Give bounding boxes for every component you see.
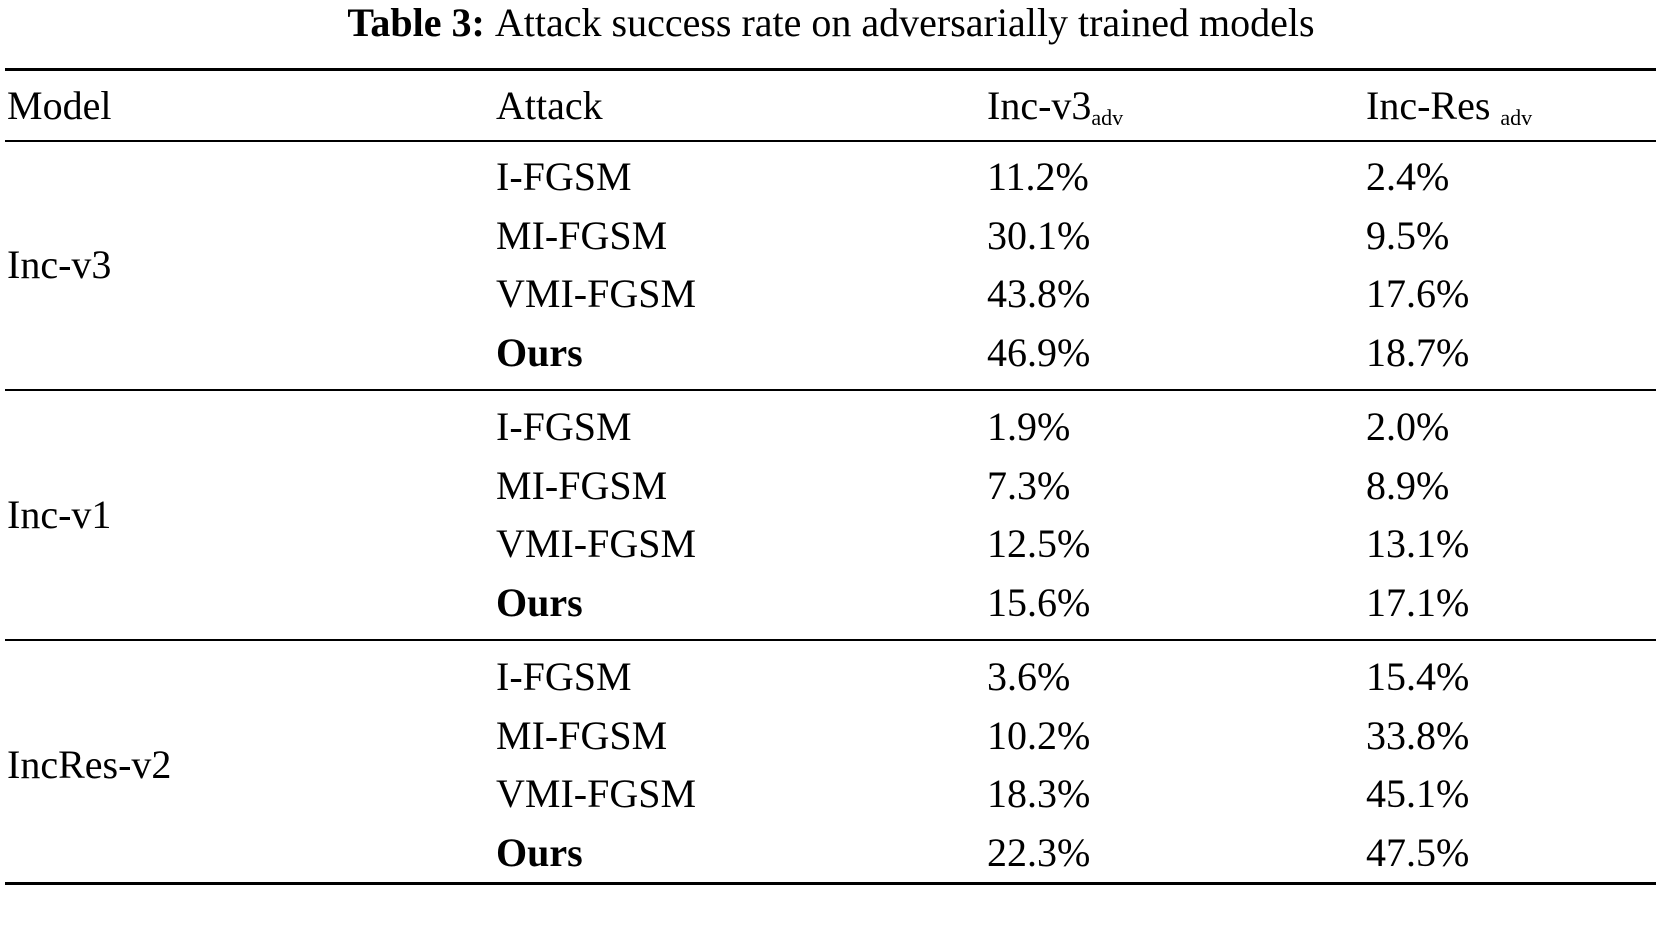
inc-v3-adv-cell: 18.3%: [987, 771, 1091, 816]
inc-v3-adv-cell: 1.9%: [987, 404, 1071, 449]
header-attack: Attack: [496, 83, 603, 128]
inc-v3-adv-cell: 22.3%: [987, 829, 1091, 875]
model-cell: Inc-v1: [7, 491, 112, 537]
table-caption: Table 3: Attack success rate on adversari…: [0, 0, 1662, 50]
attack-cell: VMI-FGSM: [496, 771, 697, 816]
inc-v3-adv-cell: 7.3%: [987, 462, 1071, 508]
header-inc-res-sub: adv: [1500, 105, 1533, 130]
header-model: Model: [7, 83, 112, 128]
header-inc-res-adv: Inc-Res adv: [1366, 82, 1532, 136]
header-inc-v3-adv: Inc-v3adv: [987, 82, 1123, 136]
header-inc-v3-sub: adv: [1091, 105, 1124, 130]
header-rule: [5, 140, 1656, 142]
group-rule-1: [5, 389, 1656, 391]
inc-v3-adv-cell: 15.6%: [987, 579, 1091, 625]
attack-cell: VMI-FGSM: [496, 271, 697, 316]
group-rule-2: [5, 639, 1656, 641]
inc-v3-adv-cell: 11.2%: [987, 154, 1089, 199]
attack-cell: MI-FGSM: [496, 712, 668, 758]
header-inc-res-main: Inc-Res: [1366, 83, 1501, 128]
inc-res-adv-cell: 17.6%: [1366, 271, 1470, 316]
inc-res-adv-cell: 18.7%: [1366, 329, 1470, 375]
attack-cell: Ours: [496, 579, 583, 625]
inc-v3-adv-cell: 46.9%: [987, 329, 1091, 375]
inc-res-adv-cell: 9.5%: [1366, 212, 1450, 258]
attack-cell: MI-FGSM: [496, 462, 668, 508]
inc-res-adv-cell: 2.0%: [1366, 404, 1450, 449]
inc-res-adv-cell: 8.9%: [1366, 462, 1450, 508]
inc-v3-adv-cell: 12.5%: [987, 521, 1091, 566]
inc-v3-adv-cell: 43.8%: [987, 271, 1091, 316]
inc-res-adv-cell: 2.4%: [1366, 154, 1450, 199]
attack-cell: I-FGSM: [496, 654, 632, 699]
inc-res-adv-cell: 13.1%: [1366, 521, 1470, 566]
model-cell: IncRes-v2: [7, 741, 172, 787]
inc-res-adv-cell: 15.4%: [1366, 654, 1470, 699]
attack-cell: VMI-FGSM: [496, 521, 697, 566]
caption-text: Attack success rate on adversarially tra…: [494, 0, 1315, 45]
inc-res-adv-cell: 47.5%: [1366, 829, 1470, 875]
inc-v3-adv-cell: 30.1%: [987, 212, 1091, 258]
inc-res-adv-cell: 17.1%: [1366, 579, 1470, 625]
header-inc-v3-main: Inc-v3: [987, 83, 1092, 128]
inc-v3-adv-cell: 10.2%: [987, 712, 1091, 758]
top-rule: [5, 68, 1656, 71]
attack-cell: I-FGSM: [496, 154, 632, 199]
attack-cell: MI-FGSM: [496, 212, 668, 258]
model-cell: Inc-v3: [7, 241, 112, 287]
attack-cell: Ours: [496, 329, 583, 375]
inc-v3-adv-cell: 3.6%: [987, 654, 1071, 699]
caption-label: Table 3:: [347, 0, 485, 45]
bottom-rule: [5, 882, 1656, 885]
attack-cell: Ours: [496, 829, 583, 875]
inc-res-adv-cell: 45.1%: [1366, 771, 1470, 816]
inc-res-adv-cell: 33.8%: [1366, 712, 1470, 758]
attack-cell: I-FGSM: [496, 404, 632, 449]
